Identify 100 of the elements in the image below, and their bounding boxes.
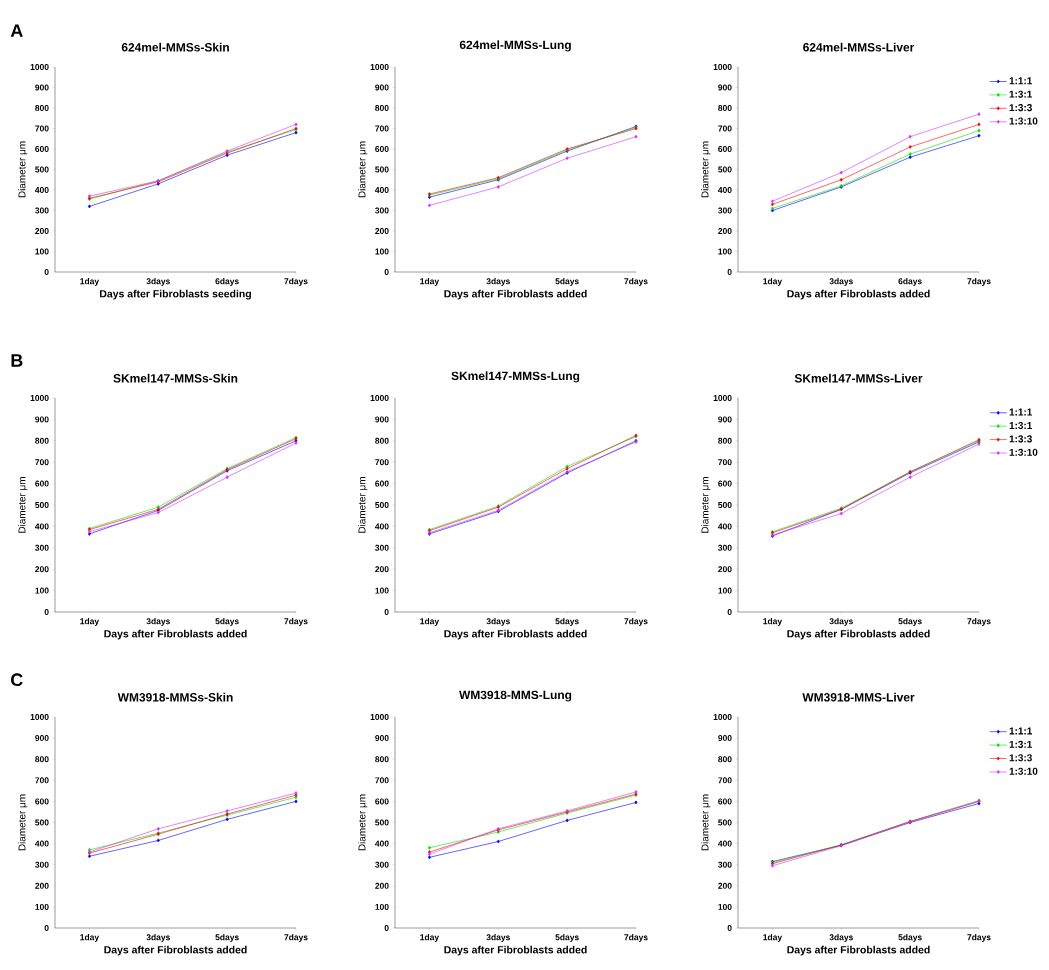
x-tick-label: 7days [624,278,648,286]
x-axis-title: Days after Fibroblasts added [787,945,930,956]
y-tick-label: 900 [375,84,389,91]
y-axis-title: Diameter μm [18,477,28,533]
legend-label: 1:3:3 [1009,104,1032,112]
chart-title: WM3918-MMS-Liver [802,692,915,702]
y-tick-label: 1000 [30,714,49,720]
y-tick-label: 400 [717,187,732,193]
legend-label: 1:3:10 [1009,767,1038,775]
x-tick-label: 7days [967,278,991,286]
y-tick-label: 400 [34,840,49,847]
y-tick-label: 400 [374,523,389,530]
x-tick-label: 5days [215,618,239,626]
y-tick-label: 300 [375,861,389,868]
y-axis-title: Diameter μm [701,794,711,851]
x-tick-label: 3days [146,934,170,942]
y-tick-label: 800 [718,756,732,763]
x-tick-label: 1day [80,278,100,286]
x-tick-label: 7days [967,618,991,626]
x-tick-label: 1day [763,934,783,942]
chart-title: 624mel-MMSs-Lung [459,40,571,52]
legend-label: 1:3:10 [1009,448,1038,456]
y-tick-label: 0 [44,925,49,932]
y-tick-label: 400 [374,187,389,193]
y-tick-label: 700 [35,125,49,132]
chart-title: 624mel-MMSs-Skin [121,42,229,52]
y-axis-title: Diameter μm [18,794,28,851]
y-tick-label: 100 [375,587,389,594]
chart-title: SKmel147-MMSs-Lung [451,371,580,383]
y-tick-label: 600 [718,146,732,152]
y-tick-label: 900 [35,735,49,742]
y-tick-label: 300 [375,544,389,551]
y-tick-label: 200 [375,882,389,889]
legend-label: 1:3:10 [1009,117,1038,125]
y-tick-label: 300 [35,544,49,551]
y-tick-label: 100 [35,903,49,910]
y-tick-label: 0 [384,269,389,275]
y-tick-label: 0 [44,609,49,615]
y-tick-label: 700 [35,777,49,784]
y-tick-label: 900 [35,84,49,91]
y-tick-label: 700 [35,459,49,466]
x-axis-title: Days after Fibroblasts added [787,289,930,300]
y-tick-label: 200 [35,882,49,889]
x-tick-label: 1day [763,278,783,286]
y-axis-title: Diameter μm [701,141,711,198]
y-tick-label: 600 [375,146,389,152]
x-tick-label: 7days [284,618,308,626]
y-tick-label: 300 [35,207,49,214]
y-tick-label: 800 [35,756,49,763]
y-tick-label: 100 [375,248,389,255]
y-tick-label: 500 [375,819,389,826]
y-tick-label: 700 [375,125,389,132]
y-tick-label: 800 [375,437,389,444]
y-tick-label: 800 [375,756,389,763]
y-tick-label: 1000 [370,64,389,70]
y-tick-label: 200 [375,566,389,573]
y-tick-label: 100 [718,248,732,255]
x-tick-label: 3days [829,278,853,286]
y-tick-label: 100 [35,248,49,255]
x-tick-label: 3days [486,934,510,942]
y-tick-label: 1000 [30,64,49,70]
y-tick-label: 500 [35,166,49,173]
y-tick-label: 1000 [370,714,389,720]
x-axis-title: Days after Fibroblasts seeding [100,289,251,300]
y-tick-label: 100 [35,587,49,594]
text: C [11,673,23,687]
y-tick-label: 900 [718,416,732,423]
y-tick-label: 0 [727,269,732,275]
x-tick-label: 7days [967,934,991,942]
y-axis-title: Diameter μm [701,477,711,533]
y-tick-label: 600 [375,798,389,805]
y-tick-label: 500 [35,819,49,826]
chart-title: SKmel147-MMSs-Skin [113,373,238,383]
legend-label: 1:1:1 [1009,77,1033,85]
y-tick-label: 900 [718,84,732,91]
y-tick-label: 800 [375,105,389,111]
y-tick-label: 0 [384,609,389,615]
y-tick-label: 800 [35,437,49,444]
y-tick-label: 500 [375,502,389,508]
x-tick-label: 3days [486,278,510,286]
y-tick-label: 100 [375,903,389,910]
legend-label: 1:3:3 [1009,754,1032,762]
y-tick-label: 800 [718,105,732,111]
x-tick-label: 5days [898,618,922,626]
y-tick-label: 700 [718,125,732,132]
y-axis-title: Diameter μm [358,477,368,533]
x-axis-title: Days after Fibroblasts added [444,945,587,956]
chart-title: 624mel-MMSs-Liver [803,42,915,52]
x-tick-label: 1day [420,618,440,626]
y-tick-label: 300 [35,861,49,868]
x-tick-label: 5days [898,934,922,942]
x-tick-label: 7days [624,934,648,942]
chart-title: WM3918-MMS-Lung [459,690,572,702]
y-tick-label: 400 [34,523,49,530]
x-tick-label: 1day [420,278,440,286]
x-tick-label: 6days [898,278,922,286]
y-tick-label: 400 [717,840,732,847]
y-tick-label: 900 [375,735,389,742]
y-tick-label: 200 [718,228,732,234]
y-axis-title: Diameter μm [358,141,368,198]
